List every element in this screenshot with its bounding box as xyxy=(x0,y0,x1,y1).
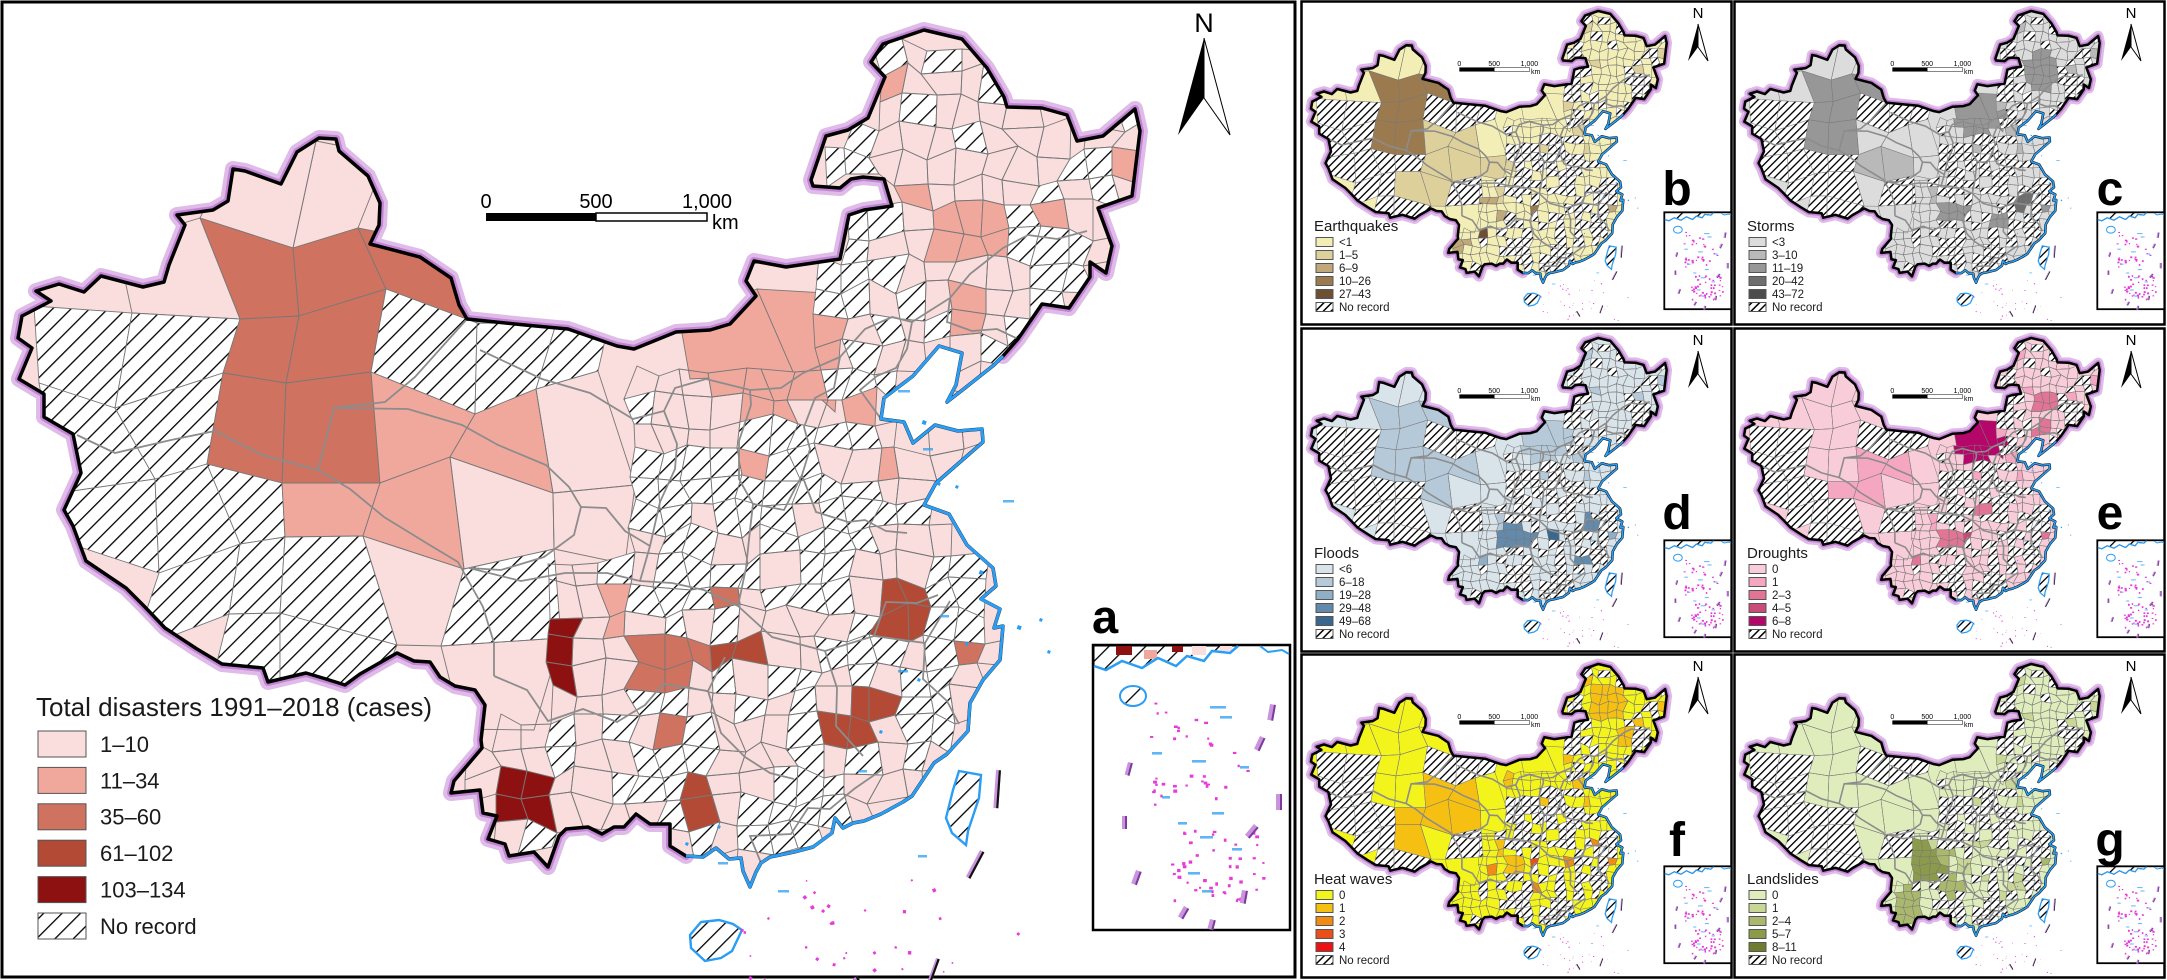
svg-text:No record: No record xyxy=(1772,302,1823,314)
svg-text:0: 0 xyxy=(1772,564,1778,576)
svg-text:N: N xyxy=(2126,658,2137,675)
svg-text:km: km xyxy=(1964,69,1973,76)
svg-text:No record: No record xyxy=(1772,955,1823,967)
svg-text:61–102: 61–102 xyxy=(100,841,173,866)
svg-text:500: 500 xyxy=(1488,714,1500,721)
svg-text:1–10: 1–10 xyxy=(100,732,149,757)
svg-text:8–11: 8–11 xyxy=(1772,942,1797,954)
svg-text:N: N xyxy=(1693,332,1704,349)
svg-text:c: c xyxy=(2097,163,2124,216)
svg-text:N: N xyxy=(2126,5,2137,22)
svg-text:1–5: 1–5 xyxy=(1339,250,1358,262)
svg-text:10–26: 10–26 xyxy=(1339,276,1371,288)
svg-text:0: 0 xyxy=(480,191,491,213)
svg-text:Droughts: Droughts xyxy=(1747,545,1808,562)
svg-text:1: 1 xyxy=(1772,903,1778,915)
svg-text:km: km xyxy=(1531,396,1540,403)
svg-text:No record: No record xyxy=(1339,302,1390,314)
svg-text:1,000: 1,000 xyxy=(682,191,732,213)
svg-text:500: 500 xyxy=(1488,61,1500,68)
svg-text:d: d xyxy=(1662,487,1691,540)
svg-text:1,000: 1,000 xyxy=(1521,61,1539,68)
svg-text:1: 1 xyxy=(1772,577,1778,589)
svg-text:e: e xyxy=(2097,487,2124,540)
svg-text:27–43: 27–43 xyxy=(1339,289,1371,301)
svg-text:6–8: 6–8 xyxy=(1772,616,1791,628)
svg-text:3: 3 xyxy=(1339,929,1345,941)
svg-text:f: f xyxy=(1669,814,1686,867)
svg-text:1,000: 1,000 xyxy=(1521,388,1539,395)
svg-text:km: km xyxy=(1531,722,1540,729)
svg-text:N: N xyxy=(1693,5,1704,22)
svg-text:No record: No record xyxy=(100,914,197,939)
svg-text:500: 500 xyxy=(1921,714,1933,721)
svg-text:500: 500 xyxy=(579,191,612,213)
svg-text:0: 0 xyxy=(1457,61,1461,68)
svg-text:No record: No record xyxy=(1339,629,1390,641)
svg-text:<1: <1 xyxy=(1339,237,1352,249)
svg-text:Heat waves: Heat waves xyxy=(1314,871,1392,888)
svg-text:1,000: 1,000 xyxy=(1954,61,1972,68)
svg-text:<6: <6 xyxy=(1339,564,1352,576)
svg-text:4: 4 xyxy=(1339,942,1346,954)
svg-text:Floods: Floods xyxy=(1314,545,1359,562)
svg-text:103–134: 103–134 xyxy=(100,878,186,903)
svg-text:km: km xyxy=(712,212,739,234)
svg-text:0: 0 xyxy=(1890,714,1894,721)
svg-text:Landslides: Landslides xyxy=(1747,871,1819,888)
svg-text:0: 0 xyxy=(1457,714,1461,721)
svg-text:b: b xyxy=(1662,163,1691,216)
svg-text:Total disasters 1991–2018 (cas: Total disasters 1991–2018 (cases) xyxy=(36,692,432,722)
svg-text:0: 0 xyxy=(1772,890,1778,902)
svg-text:No record: No record xyxy=(1339,955,1390,967)
svg-text:11–34: 11–34 xyxy=(100,768,160,793)
svg-text:N: N xyxy=(1693,658,1704,675)
svg-text:500: 500 xyxy=(1921,61,1933,68)
svg-text:49–68: 49–68 xyxy=(1339,616,1371,628)
svg-text:0: 0 xyxy=(1890,388,1894,395)
svg-text:km: km xyxy=(1531,69,1540,76)
svg-text:N: N xyxy=(2126,332,2137,349)
svg-text:g: g xyxy=(2095,814,2124,867)
svg-text:5–7: 5–7 xyxy=(1772,929,1791,941)
svg-text:2–3: 2–3 xyxy=(1772,590,1791,602)
svg-text:N: N xyxy=(1194,8,1214,38)
svg-text:<3: <3 xyxy=(1772,237,1785,249)
svg-text:29–48: 29–48 xyxy=(1339,603,1371,615)
svg-text:0: 0 xyxy=(1890,61,1894,68)
svg-text:0: 0 xyxy=(1457,388,1461,395)
svg-text:No record: No record xyxy=(1772,629,1823,641)
svg-text:3–10: 3–10 xyxy=(1772,250,1798,262)
svg-text:2: 2 xyxy=(1339,916,1345,928)
svg-text:500: 500 xyxy=(1921,388,1933,395)
svg-text:500: 500 xyxy=(1488,388,1500,395)
svg-text:6–9: 6–9 xyxy=(1339,263,1358,275)
svg-text:1: 1 xyxy=(1339,903,1345,915)
svg-text:Earthquakes: Earthquakes xyxy=(1314,218,1398,235)
svg-text:2–4: 2–4 xyxy=(1772,916,1792,928)
svg-text:1,000: 1,000 xyxy=(1954,714,1972,721)
svg-text:20–42: 20–42 xyxy=(1772,276,1804,288)
svg-text:1,000: 1,000 xyxy=(1954,388,1972,395)
svg-text:11–19: 11–19 xyxy=(1772,263,1803,275)
svg-text:4–5: 4–5 xyxy=(1772,603,1791,615)
svg-text:km: km xyxy=(1964,396,1973,403)
svg-text:km: km xyxy=(1964,722,1973,729)
svg-text:43–72: 43–72 xyxy=(1772,289,1804,301)
svg-text:1,000: 1,000 xyxy=(1521,714,1539,721)
svg-text:6–18: 6–18 xyxy=(1339,577,1365,589)
svg-text:Storms: Storms xyxy=(1747,218,1795,235)
svg-text:0: 0 xyxy=(1339,890,1345,902)
svg-text:a: a xyxy=(1092,590,1119,643)
svg-text:19–28: 19–28 xyxy=(1339,590,1371,602)
svg-text:35–60: 35–60 xyxy=(100,805,161,830)
